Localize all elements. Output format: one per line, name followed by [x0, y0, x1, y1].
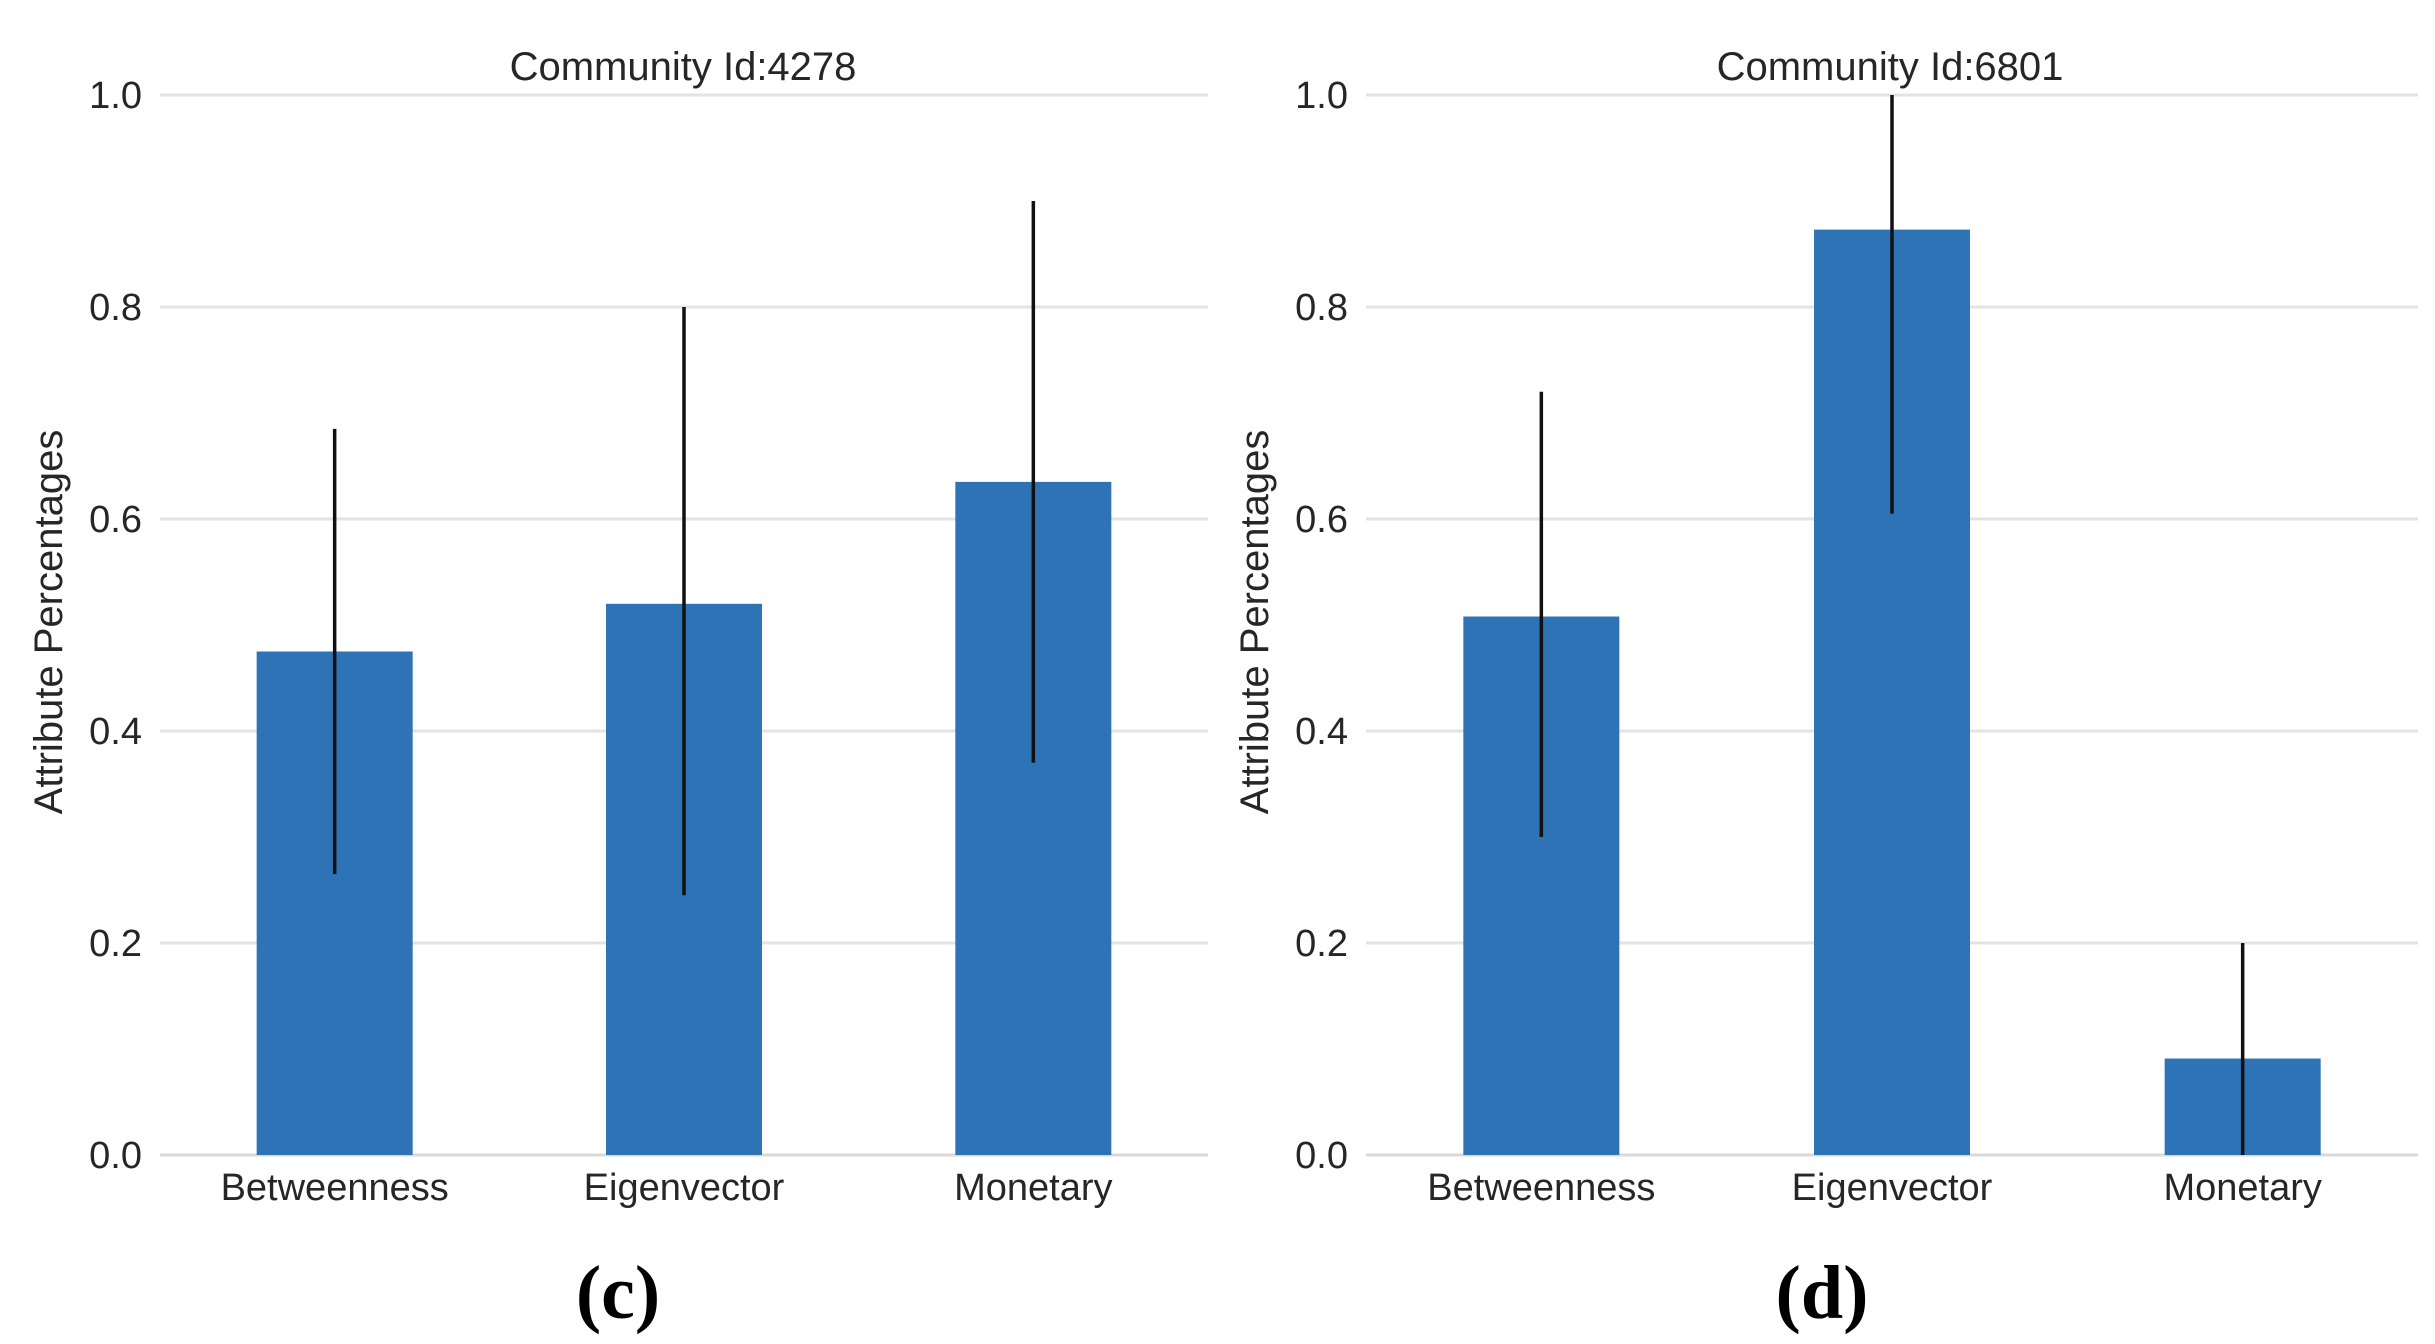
chart-d-y-tick-label: 1.0 — [1295, 75, 1348, 117]
chart-c-y-tick-label: 0.8 — [89, 287, 142, 329]
chart-c: 0.0 0.2 0.4 0.6 0.8 1.0 Betweenness Eigenvecto… — [27, 45, 1208, 1335]
chart-d-x-tick-label: Eigenvector — [1792, 1167, 1993, 1209]
chart-d-x-tick-label: Monetary — [2163, 1167, 2321, 1209]
chart-d-y-tick-label: 0.0 — [1295, 1135, 1348, 1177]
chart-c-y-tick-label: 0.4 — [89, 711, 142, 753]
chart-c-y-tick-label: 0.0 — [89, 1135, 142, 1177]
chart-d-y-tick-label: 0.4 — [1295, 711, 1348, 753]
chart-d-error-bars — [1539, 95, 2245, 1155]
chart-c-x-tick-label: Betweenness — [221, 1167, 449, 1209]
chart-c-y-tick-label: 1.0 — [89, 75, 142, 117]
chart-d-x-tick-label: Betweenness — [1427, 1167, 1655, 1209]
chart-d-y-ticks: 0.0 0.2 0.4 0.6 0.8 1.0 — [1295, 75, 1348, 1177]
chart-d-y-axis-label: Attribute Percentages — [1233, 430, 1277, 815]
chart-d-y-tick-label: 0.8 — [1295, 287, 1348, 329]
chart-c-y-axis-label: Attribute Percentages — [27, 430, 71, 815]
chart-d-title: Community Id:6801 — [1717, 45, 2064, 89]
chart-d: 0.0 0.2 0.4 0.6 0.8 1.0 Betweenness Eigenvecto… — [1233, 45, 2418, 1335]
chart-d-y-tick-label: 0.2 — [1295, 923, 1348, 965]
chart-d-x-ticks: Betweenness Eigenvector Monetary — [1427, 1167, 2322, 1209]
chart-c-x-ticks: Betweenness Eigenvector Monetary — [221, 1167, 1113, 1209]
chart-d-panel-label: (d) — [1776, 1251, 1869, 1335]
chart-c-y-ticks: 0.0 0.2 0.4 0.6 0.8 1.0 — [89, 75, 142, 1177]
chart-c-y-tick-label: 0.2 — [89, 923, 142, 965]
chart-c-panel-label: (c) — [576, 1251, 660, 1335]
chart-c-y-tick-label: 0.6 — [89, 499, 142, 541]
chart-d-y-tick-label: 0.6 — [1295, 499, 1348, 541]
chart-c-title: Community Id:4278 — [510, 45, 857, 89]
chart-c-x-tick-label: Eigenvector — [584, 1167, 785, 1209]
chart-c-x-tick-label: Monetary — [954, 1167, 1112, 1209]
chart-c-error-bars — [332, 201, 1036, 896]
